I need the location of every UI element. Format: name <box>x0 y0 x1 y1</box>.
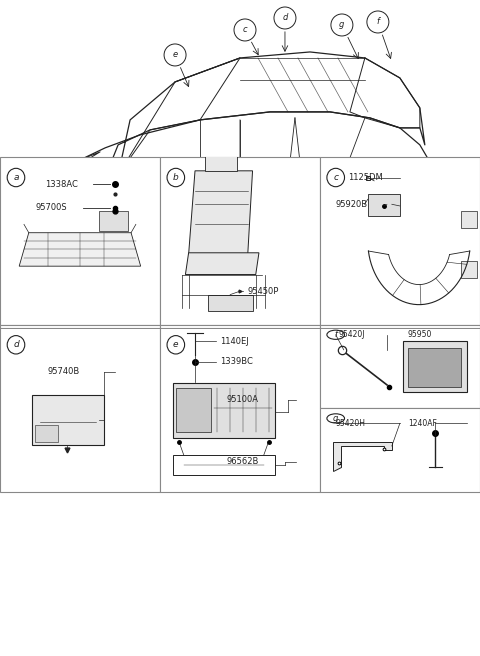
Text: c: c <box>243 26 247 35</box>
Text: f: f <box>376 18 379 26</box>
Text: 1140EJ: 1140EJ <box>221 337 249 346</box>
Text: a: a <box>13 173 19 182</box>
Polygon shape <box>99 211 128 231</box>
Text: 95100A: 95100A <box>227 396 259 405</box>
Polygon shape <box>333 442 392 471</box>
Text: 96562B: 96562B <box>227 457 259 466</box>
Text: a: a <box>442 173 447 182</box>
Polygon shape <box>173 455 275 475</box>
Polygon shape <box>185 253 259 274</box>
Text: g: g <box>333 414 338 423</box>
Polygon shape <box>35 425 58 442</box>
Text: d: d <box>185 285 191 295</box>
Text: 1338AC: 1338AC <box>45 180 78 189</box>
Polygon shape <box>173 383 275 438</box>
Text: 95950: 95950 <box>408 330 432 339</box>
Text: c: c <box>333 173 338 182</box>
Text: d: d <box>13 340 19 349</box>
Text: 1339BC: 1339BC <box>221 357 253 366</box>
Polygon shape <box>189 171 252 255</box>
Polygon shape <box>368 194 400 216</box>
Polygon shape <box>208 295 252 312</box>
Text: 95450P: 95450P <box>248 287 279 296</box>
Text: f: f <box>334 330 337 339</box>
Text: b: b <box>216 280 221 289</box>
Text: d: d <box>282 14 288 22</box>
Text: b: b <box>173 173 179 182</box>
Polygon shape <box>461 261 477 278</box>
Text: 95420J: 95420J <box>339 330 365 339</box>
Text: 1240AF: 1240AF <box>408 419 437 428</box>
Polygon shape <box>408 348 461 388</box>
Polygon shape <box>176 388 211 432</box>
Text: 1125DM: 1125DM <box>348 173 384 182</box>
Text: g: g <box>339 20 345 30</box>
Text: e: e <box>173 340 179 349</box>
Text: 95700S: 95700S <box>35 203 67 212</box>
Text: 95920B: 95920B <box>336 200 368 209</box>
Polygon shape <box>461 211 477 228</box>
Text: e: e <box>172 51 178 60</box>
Text: c: c <box>368 267 372 276</box>
Text: 95740B: 95740B <box>48 367 80 376</box>
Text: 95420H: 95420H <box>336 419 366 428</box>
Polygon shape <box>19 233 141 266</box>
Polygon shape <box>204 154 237 171</box>
Polygon shape <box>403 341 467 392</box>
Polygon shape <box>32 395 104 445</box>
